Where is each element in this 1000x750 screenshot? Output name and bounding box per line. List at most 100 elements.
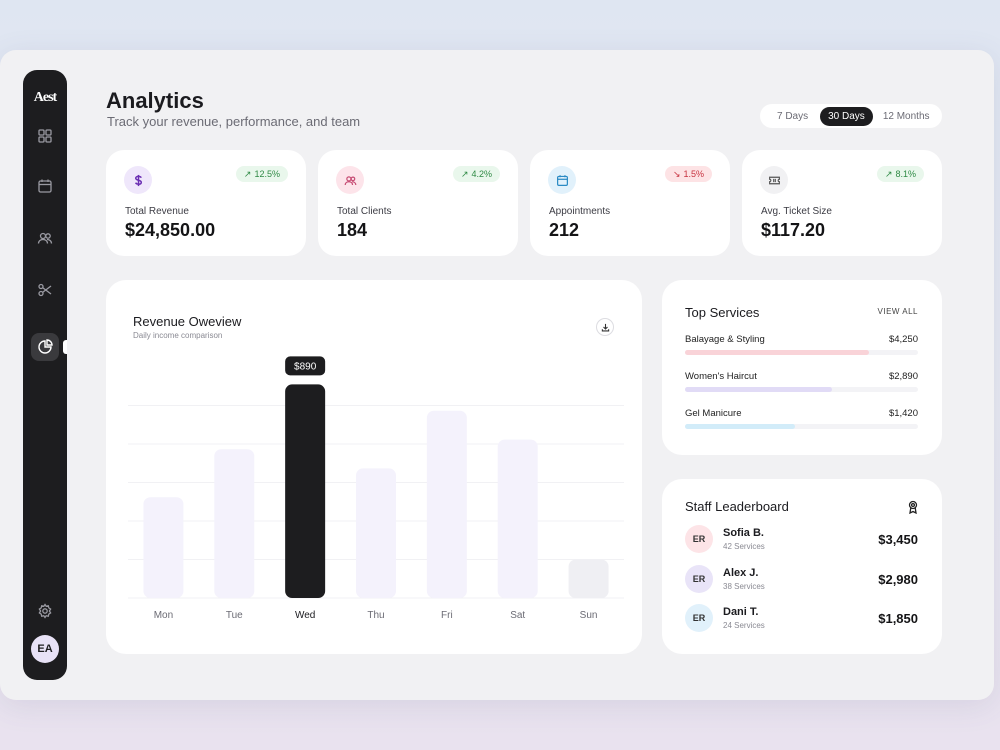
gear-icon <box>38 603 52 619</box>
trend-badge: ↗ 8.1% <box>876 166 924 182</box>
chart-bar-wed <box>285 384 326 598</box>
chart-bar-sat <box>497 439 538 598</box>
date-range-toggle: 7 Days 30 Days 12 Months <box>760 104 942 128</box>
avatar: ER <box>685 565 713 593</box>
staff-name: Sofia B. <box>723 527 764 539</box>
sidebar-item-calendar[interactable] <box>31 172 59 200</box>
x-tick-label: Sat <box>510 610 525 621</box>
trend-up-icon: ↗ <box>460 168 469 179</box>
x-tick-label: Thu <box>367 610 384 621</box>
chart-bar-sun <box>568 559 609 598</box>
trend-badge: ↗ 4.2% <box>452 166 500 182</box>
x-tick-label: Tue <box>226 610 243 621</box>
stat-icon-wrap <box>336 166 364 194</box>
trend-up-icon: ↗ <box>884 168 893 179</box>
bar-tooltip-label: $890 <box>294 361 317 372</box>
stat-icon-wrap <box>548 166 576 194</box>
trend-badge: ↘ 1.5% <box>664 166 712 182</box>
trend-change: 12.5% <box>254 169 280 179</box>
stat-value: $117.20 <box>761 220 826 240</box>
chart-bar-mon <box>143 497 184 598</box>
users-icon <box>37 232 53 244</box>
stat-label: Total Revenue <box>125 206 189 217</box>
staff-name: Dani T. <box>723 606 759 618</box>
staff-leaderboard-card: Staff Leaderboard ER Sofia B. 42 Service… <box>662 479 942 654</box>
staff-services: 42 Services <box>723 542 765 551</box>
calendar-icon <box>556 174 568 186</box>
sidebar-item-analytics[interactable] <box>31 333 59 361</box>
service-bar-fill <box>685 350 870 355</box>
scissors-icon <box>38 283 52 297</box>
service-bar-track <box>685 350 918 355</box>
range-7-days-button[interactable]: 7 Days <box>777 110 809 122</box>
chart-title: Revenue Oweview <box>133 314 242 329</box>
top-services-title: Top Services <box>685 305 760 320</box>
x-tick-label: Wed <box>295 610 315 621</box>
staff-amount: $1,850 <box>878 611 918 626</box>
stat-card-avg-ticket: ↗ 8.1% Avg. Ticket Size $117.20 <box>742 150 942 256</box>
pie-chart-icon <box>38 339 53 354</box>
avatar: ER <box>685 604 713 632</box>
stat-value: 212 <box>549 220 580 240</box>
staff-row[interactable]: ER Alex J. 38 Services $2,980 <box>685 565 918 593</box>
trend-down-icon: ↘ <box>672 168 681 179</box>
sidebar: Aest <box>23 70 67 680</box>
staff-amount: $3,450 <box>878 532 918 547</box>
chart-subtitle: Daily income comparison <box>133 331 223 340</box>
page-title: Analytics <box>106 88 204 113</box>
bar-tooltip <box>285 356 326 376</box>
stat-card-appointments: ↘ 1.5% Appointments 212 <box>530 150 730 256</box>
ticket-icon <box>768 176 780 184</box>
service-name: Gel Manicure <box>685 408 742 419</box>
settings-button[interactable] <box>31 597 59 625</box>
app-logo[interactable]: Aest <box>33 90 57 105</box>
stat-label: Total Clients <box>337 206 392 217</box>
user-avatar[interactable]: EA <box>31 635 59 663</box>
range-12-months-button[interactable]: 12 Months <box>882 110 930 122</box>
stat-label: Appointments <box>549 206 611 217</box>
chart-bar-fri <box>426 410 467 598</box>
staff-services: 24 Services <box>723 621 765 630</box>
sidebar-item-services[interactable] <box>31 276 59 304</box>
range-30-days-button[interactable]: 30 Days <box>820 106 873 126</box>
app-window: Aest <box>0 50 994 700</box>
staff-services: 38 Services <box>723 582 765 591</box>
download-icon <box>601 323 609 331</box>
sidebar-item-clients[interactable] <box>31 224 59 252</box>
staff-name: Alex J. <box>723 567 759 579</box>
stat-value: 184 <box>337 220 368 240</box>
award-icon[interactable] <box>906 500 920 514</box>
page-subtitle: Track your revenue, performance, and tea… <box>107 114 361 129</box>
stat-card-total-clients: ↗ 4.2% Total Clients 184 <box>318 150 518 256</box>
chart-bar-tue <box>214 449 255 598</box>
trend-change: 4.2% <box>471 169 492 179</box>
service-amount: $2,890 <box>888 371 918 382</box>
x-tick-label: Sun <box>580 610 598 621</box>
staff-leaderboard-title: Staff Leaderboard <box>685 499 789 514</box>
service-bar-fill <box>685 424 795 429</box>
avatar: ER <box>685 525 713 553</box>
stat-label: Avg. Ticket Size <box>761 206 832 217</box>
service-amount: $4,250 <box>888 334 918 345</box>
download-button[interactable] <box>596 318 614 336</box>
x-tick-label: Mon <box>154 610 173 621</box>
calendar-icon <box>38 179 52 193</box>
service-bar-track <box>685 387 918 392</box>
staff-row[interactable]: ER Sofia B. 42 Services $3,450 <box>685 525 918 553</box>
stat-icon-wrap <box>124 166 152 194</box>
trend-up-icon: ↗ <box>243 168 252 179</box>
stat-card-total-revenue: ↗ 12.5% Total Revenue $24,850.00 <box>106 150 306 256</box>
sidebar-item-dashboard[interactable] <box>31 122 59 150</box>
active-nav-marker <box>63 340 67 354</box>
service-amount: $1,420 <box>888 408 918 419</box>
service-name: Balayage & Styling <box>685 334 765 345</box>
x-tick-label: Fri <box>441 610 453 621</box>
service-name: Women's Haircut <box>685 371 757 382</box>
view-all-link[interactable]: VIEW ALL <box>877 307 918 316</box>
trend-badge: ↗ 12.5% <box>235 166 288 182</box>
chart-bar-thu <box>356 468 396 598</box>
staff-amount: $2,980 <box>878 572 918 587</box>
staff-row[interactable]: ER Dani T. 24 Services $1,850 <box>685 604 918 632</box>
stat-icon-wrap <box>760 166 788 194</box>
grid-icon <box>38 129 52 143</box>
